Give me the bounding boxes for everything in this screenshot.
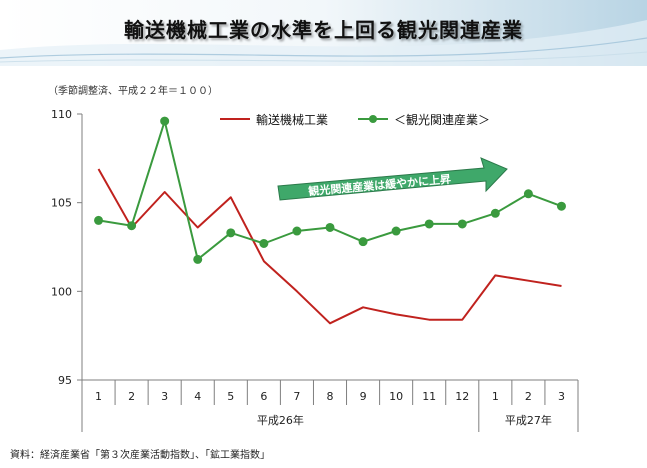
x-tick-label: 1 bbox=[95, 390, 102, 403]
legend-label-2: ＜観光関連産業＞ bbox=[394, 112, 490, 127]
data-point-2 bbox=[523, 189, 533, 199]
data-point-2 bbox=[457, 219, 467, 229]
data-point-2 bbox=[490, 208, 500, 218]
data-point-2 bbox=[424, 219, 434, 229]
y-tick-label: 105 bbox=[51, 197, 72, 210]
data-point-2 bbox=[358, 237, 368, 247]
x-tick-label: 12 bbox=[455, 390, 469, 403]
page-title: 輸送機械工業の水準を上回る観光関連産業 bbox=[124, 18, 523, 42]
data-point-2 bbox=[226, 228, 236, 238]
annotation-label: 観光関連産業は緩やかに上昇 bbox=[308, 172, 452, 198]
legend-marker-2 bbox=[369, 115, 377, 123]
series-line-1 bbox=[97, 168, 562, 325]
x-tick-label: 5 bbox=[227, 390, 234, 403]
x-tick-label: 6 bbox=[260, 390, 267, 403]
x-tick-label: 7 bbox=[293, 390, 300, 403]
y-tick-label: 100 bbox=[51, 285, 72, 298]
axis-note: （季節調整済、平成２２年＝１００） bbox=[48, 86, 218, 97]
x-tick-label: 4 bbox=[194, 390, 201, 403]
annotation-arrow bbox=[277, 157, 508, 201]
y-tick-label: 95 bbox=[58, 374, 72, 387]
data-point-2 bbox=[259, 238, 269, 248]
x-tick-label: 1 bbox=[492, 390, 499, 403]
legend-label-1: 輸送機械工業 bbox=[256, 112, 328, 127]
data-point-2 bbox=[160, 116, 170, 126]
x-tick-label: 3 bbox=[161, 390, 168, 403]
x-tick-label: 8 bbox=[327, 390, 334, 403]
source-note: 資料：経済産業省「第３次産業活動指数」、「鉱工業指数」 bbox=[10, 450, 270, 461]
data-point-2 bbox=[193, 254, 203, 264]
x-year-label: 平成27年 bbox=[505, 413, 552, 427]
x-tick-label: 2 bbox=[128, 390, 135, 403]
x-tick-label: 3 bbox=[558, 390, 565, 403]
data-point-2 bbox=[325, 222, 335, 232]
data-point-2 bbox=[292, 226, 302, 236]
data-point-2 bbox=[127, 221, 137, 231]
x-tick-label: 2 bbox=[525, 390, 532, 403]
data-point-2 bbox=[94, 215, 104, 225]
header-background bbox=[0, 0, 647, 66]
x-tick-label: 9 bbox=[360, 390, 367, 403]
x-tick-label: 10 bbox=[389, 390, 403, 403]
data-point-2 bbox=[556, 201, 566, 211]
y-tick-label: 110 bbox=[51, 108, 72, 121]
data-point-2 bbox=[391, 226, 401, 236]
x-year-label: 平成26年 bbox=[257, 413, 304, 427]
x-tick-label: 11 bbox=[422, 390, 436, 403]
